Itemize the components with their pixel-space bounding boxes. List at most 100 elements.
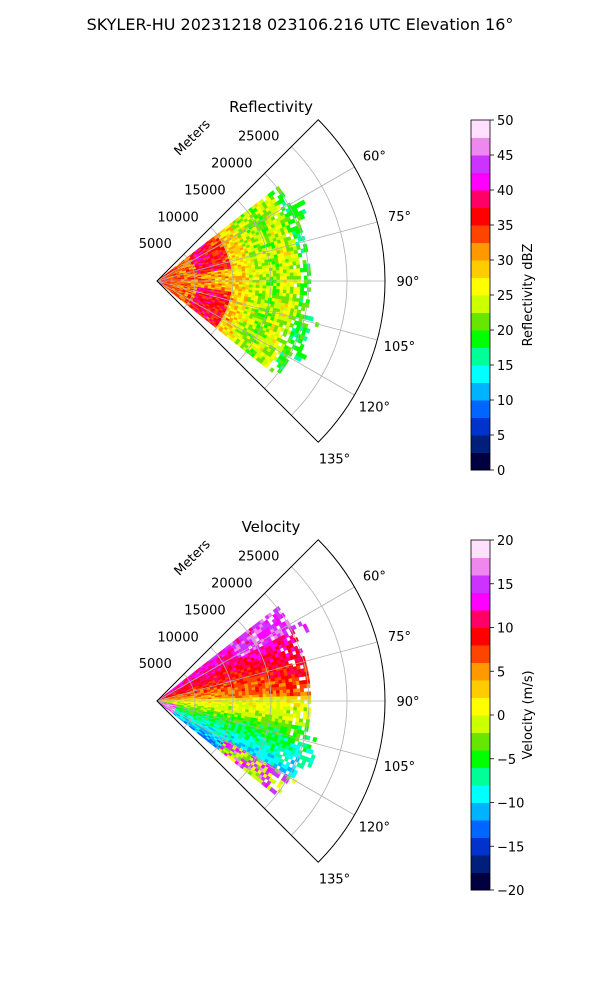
data-cell [300,707,305,712]
data-cell [286,703,291,708]
data-cell [282,331,288,338]
reflectivity-panel: Reflectivity60°75°90°105°120°135°5000100… [139,98,536,479]
data-cell [296,706,301,712]
radial-tick-label: 25000 [238,130,279,145]
data-cell [262,268,267,273]
data-cell [289,290,294,295]
data-cell [300,691,305,697]
colorbar-segment [471,120,490,138]
data-cell [262,279,267,284]
data-cell [258,268,263,273]
data-cell [214,278,219,281]
data-cell [259,282,264,286]
data-cell [245,692,250,696]
data-cell [286,279,291,284]
data-cell [292,684,297,690]
colorbar-tick-label: 15 [497,359,514,374]
data-cell [300,699,305,704]
data-cell [225,696,230,699]
data-cell [262,285,267,289]
data-cell [296,703,301,708]
data-cell [282,262,287,267]
data-cell [286,289,291,295]
radial-tick-label: 15000 [184,183,225,198]
data-cell [279,693,284,697]
data-cell [262,694,267,698]
data-cell [258,688,263,693]
data-cell [275,690,281,694]
colorbar-tick-label: 20 [497,534,514,549]
data-cell [298,298,304,303]
colorbar-tick-label: −20 [497,884,524,899]
data-cell [249,700,254,703]
data-cell [286,269,291,274]
theta-tick-label: 120° [359,401,390,416]
data-cell [293,706,298,712]
colorbar-tick-label: 20 [497,324,514,339]
data-cell [266,282,270,287]
data-cell [283,272,288,277]
data-cell [256,279,260,284]
data-cell [300,703,305,708]
data-cell [288,681,294,687]
data-cell [221,278,226,281]
data-cell [252,277,257,281]
data-cell [296,710,301,716]
data-cell [248,274,253,279]
data-cell [255,702,260,706]
data-cell [268,267,274,272]
data-cell [292,261,297,266]
data-cell [262,688,267,693]
colorbar-segment [471,575,490,593]
colorbar-segment [471,365,490,383]
data-cell [252,702,257,706]
data-cell [245,277,250,281]
data-cell [300,283,305,288]
data-cell [276,276,281,281]
data-cell [225,698,230,701]
data-cell [276,702,281,707]
theta-tick-label: 135° [319,452,350,467]
colorbar-tick-label: 10 [497,394,514,409]
data-cell [292,290,298,295]
theta-tick-label: 105° [384,760,415,775]
data-cell [245,704,250,708]
colorbar-tick-label: 5 [497,429,505,444]
colorbar-segment [471,767,490,786]
radial-tick-label: 25000 [238,550,279,565]
data-cell [296,283,301,288]
data-cell [279,286,284,291]
colorbar-tick-label: −15 [497,840,524,855]
figure-title: SKYLER-HU 20231218 023106.216 UTC Elevat… [86,15,514,34]
data-cell [245,702,250,706]
data-cell [290,695,295,700]
data-cell [269,705,274,710]
colorbar-tick-label: 15 [497,578,514,593]
data-cell [268,687,274,692]
data-cell [289,692,294,697]
colorbar-segment [471,330,490,348]
data-cell [262,705,267,709]
data-cell [252,284,257,289]
data-cell [296,290,301,296]
data-cell [296,264,301,270]
data-cell [242,284,247,288]
panel-title: Velocity [242,518,301,536]
data-cell [273,279,277,284]
data-cell [279,696,284,701]
colorbar-segment [471,540,490,558]
data-cell [295,714,301,719]
data-cell [286,286,291,291]
data-cell [293,703,298,708]
data-cell [259,694,264,698]
data-cell [272,273,277,278]
data-cell [255,691,260,696]
colorbar-segment [471,837,490,856]
colorbar-segment [471,155,490,173]
data-cell [272,705,277,710]
data-cell [265,705,271,710]
data-cell [302,263,308,269]
data-cell [303,691,308,697]
data-cell [263,363,270,369]
